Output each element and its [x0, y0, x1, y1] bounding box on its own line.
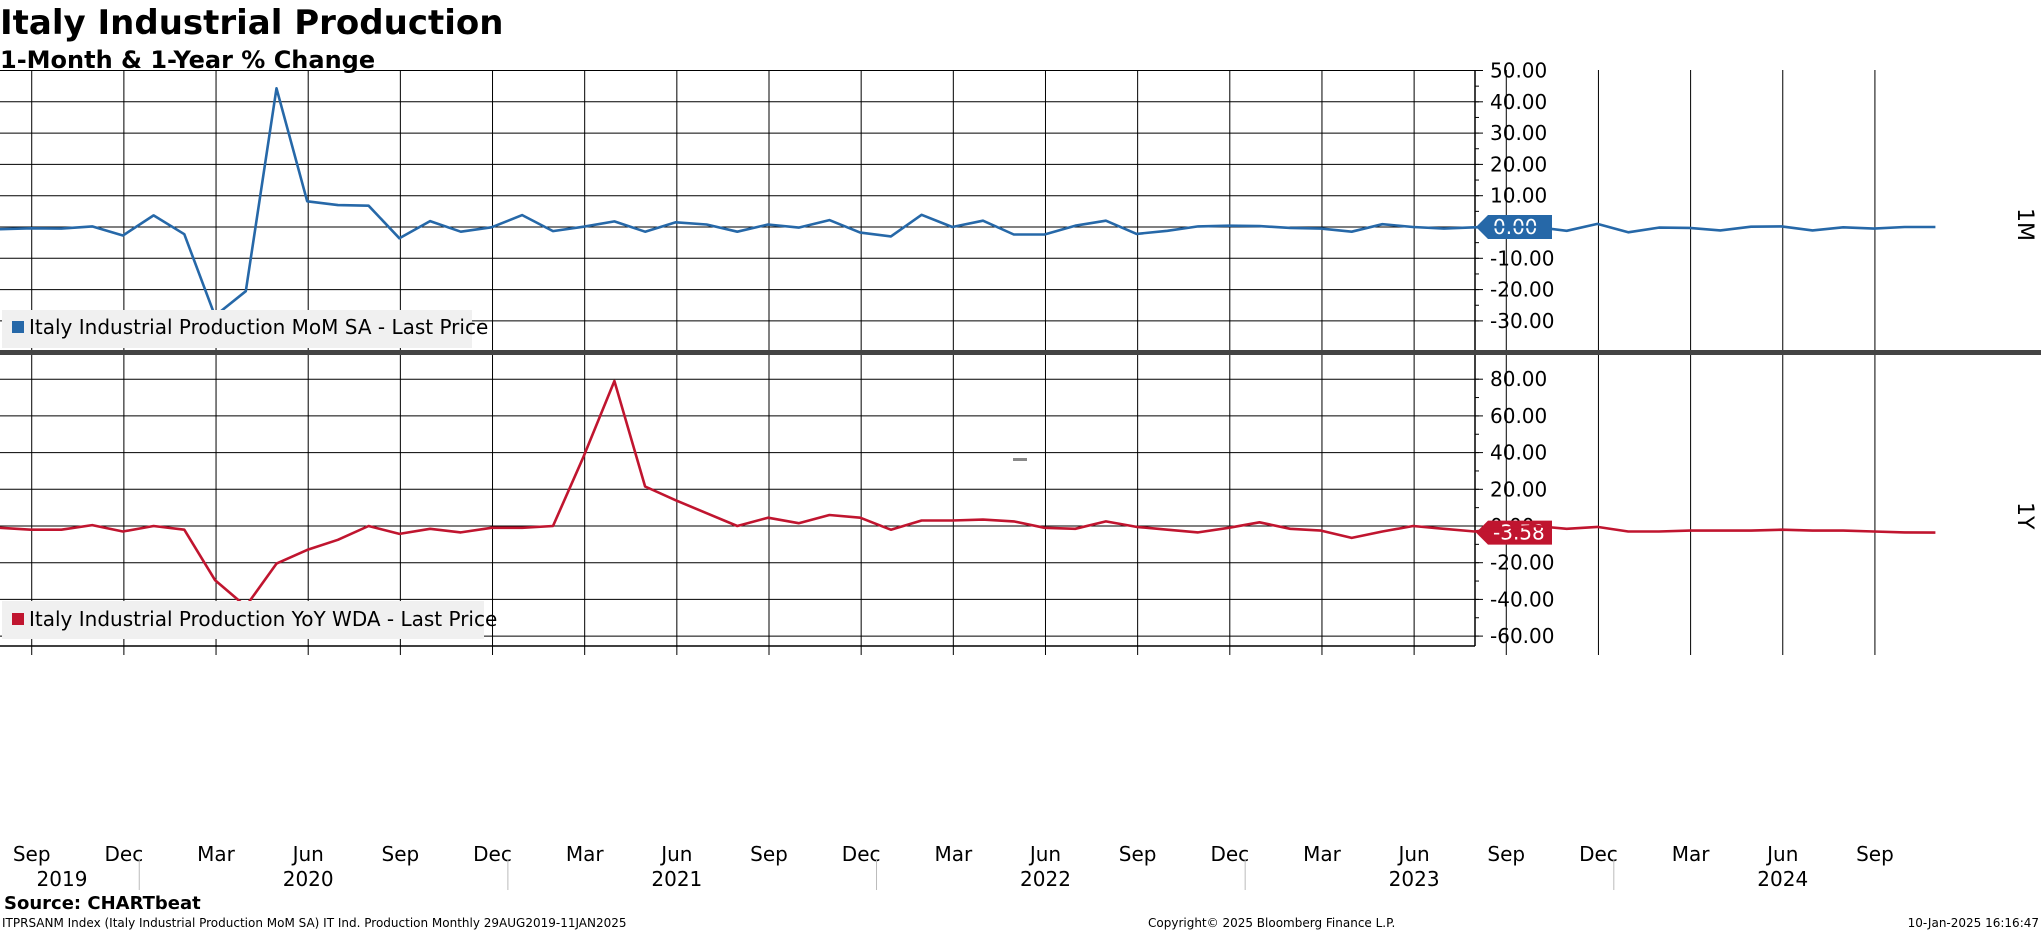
x-month-label: Jun — [1765, 842, 1798, 866]
x-month-label: Mar — [566, 842, 605, 866]
mom-legend-box — [2, 310, 472, 348]
x-month-label: Jun — [1396, 842, 1429, 866]
yoy-last-value-label: -3.58 — [1493, 521, 1545, 545]
y-tick-label: -60.00 — [1490, 624, 1554, 648]
y-tick-label: -10.00 — [1490, 246, 1554, 270]
x-month-label: Jun — [659, 842, 692, 866]
x-month-label: Sep — [382, 842, 420, 866]
x-month-label: Mar — [1303, 842, 1342, 866]
timestamp: 10-Jan-2025 16:16:47 — [1908, 916, 2039, 930]
x-month-label: Mar — [934, 842, 973, 866]
copyright: Copyright© 2025 Bloomberg Finance L.P. — [1148, 916, 1395, 930]
x-month-label: Jun — [1028, 842, 1061, 866]
x-month-label: Dec — [1579, 842, 1618, 866]
legend-layer: Italy Industrial Production MoM SA - Las… — [2, 310, 497, 639]
y-tick-label: 30.00 — [1490, 121, 1547, 145]
grid-layer — [0, 70, 1876, 646]
chart-title: Italy Industrial Production — [0, 3, 503, 43]
x-month-label: Dec — [105, 842, 144, 866]
x-month-label: Sep — [1119, 842, 1157, 866]
x-year-label: 2024 — [1757, 867, 1808, 891]
y-tick-label: -20.00 — [1490, 551, 1554, 575]
y-tick-label: 10.00 — [1490, 184, 1547, 208]
y-tick-label: 20.00 — [1490, 477, 1547, 501]
panel-label: 1Y — [2012, 502, 2037, 530]
divider-handle — [1013, 458, 1027, 461]
panel-label: 1M — [2012, 208, 2037, 241]
x-year-label: 2023 — [1389, 867, 1440, 891]
y-tick-label: -30.00 — [1490, 309, 1554, 333]
x-month-label: Dec — [842, 842, 881, 866]
panel-divider — [0, 350, 2041, 355]
axis-layer: 50.0040.0030.0020.0010.000.00-10.00-20.0… — [0, 59, 2041, 891]
y-tick-label: 80.00 — [1490, 367, 1547, 391]
x-month-label: Sep — [750, 842, 788, 866]
y-tick-label: 40.00 — [1490, 90, 1547, 114]
x-month-label: Sep — [1856, 842, 1894, 866]
x-year-label: 2019 — [37, 867, 88, 891]
y-tick-label: 50.00 — [1490, 59, 1547, 83]
yoy-legend-swatch — [12, 613, 24, 625]
x-year-label: 2022 — [1020, 867, 1071, 891]
ticker-info: ITPRSANM Index (Italy Industrial Product… — [2, 916, 627, 930]
x-month-label: Jun — [291, 842, 324, 866]
mom-legend-label: Italy Industrial Production MoM SA - Las… — [29, 315, 488, 339]
x-year-label: 2020 — [283, 867, 334, 891]
y-tick-label: -40.00 — [1490, 587, 1554, 611]
x-month-label: Sep — [1487, 842, 1525, 866]
source-label: Source: CHARTbeat — [4, 893, 201, 914]
chart-subtitle: 1-Month & 1-Year % Change — [0, 46, 375, 74]
x-month-label: Mar — [197, 842, 236, 866]
y-tick-label: 20.00 — [1490, 152, 1547, 176]
x-year-label: 2021 — [651, 867, 702, 891]
mom-series-line — [0, 87, 1936, 318]
y-tick-label: -20.00 — [1490, 278, 1554, 302]
x-month-label: Mar — [1672, 842, 1711, 866]
x-month-label: Dec — [473, 842, 512, 866]
yoy-series-line — [0, 379, 1936, 608]
y-tick-label: 60.00 — [1490, 404, 1547, 428]
x-month-label: Dec — [1210, 842, 1249, 866]
yoy-legend-label: Italy Industrial Production YoY WDA - La… — [29, 607, 497, 631]
mom-legend-swatch — [12, 321, 24, 333]
x-month-label: Sep — [13, 842, 51, 866]
yoy-legend-box — [2, 601, 484, 639]
y-tick-label: 40.00 — [1490, 441, 1547, 465]
